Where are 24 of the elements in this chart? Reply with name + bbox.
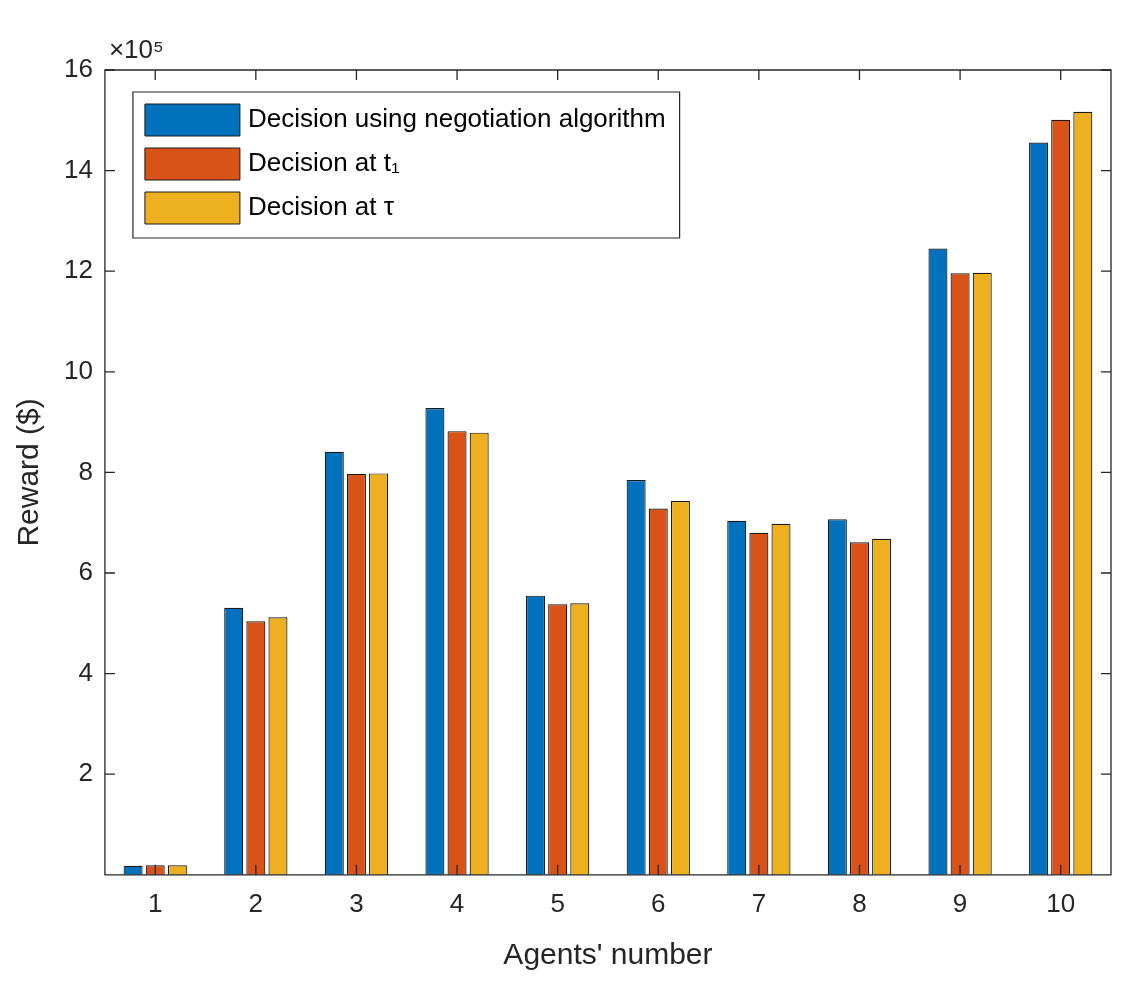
x-tick-label: 8 [852,887,867,918]
y-tick-label: 2 [78,757,93,788]
legend-label: Decision at τ [247,191,395,222]
x-axis-title: Agents' number [503,937,713,971]
x-tick-label: 1 [147,887,163,918]
x-tick-label: 6 [651,887,666,918]
legend-label: Decision at t₁ [247,147,400,178]
y-tick-label: 6 [78,556,93,587]
y-tick-label: 14 [64,153,93,184]
x-tick-label: 2 [248,887,264,918]
y-tick-label: 16 [64,53,93,84]
y-tick-label: 12 [64,254,93,285]
y-tick-label: 10 [64,354,93,385]
y-tick-label: 8 [78,455,93,486]
x-tick-label: 9 [952,887,968,918]
y-tick-label: 4 [78,656,93,687]
x-tick-label: 5 [550,887,565,918]
x-tick-label: 7 [751,887,767,918]
legend-label: Decision using negotiation algorithm [247,103,666,134]
text: ×10⁵ [108,34,164,65]
y-axis-title: Reward ($) [11,398,45,547]
x-tick-label: 10 [1046,887,1076,918]
x-tick-label: 4 [449,887,465,918]
x-tick-label: 3 [349,887,364,918]
